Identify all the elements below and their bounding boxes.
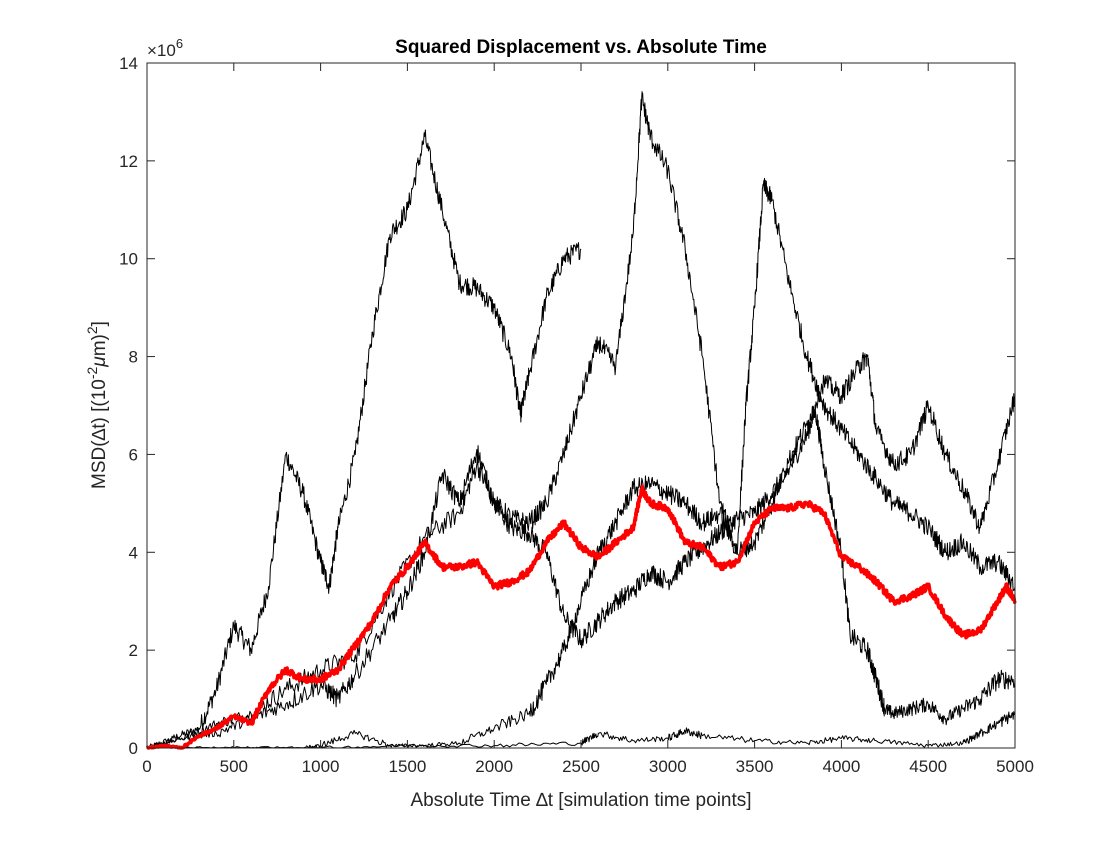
x-tick-label: 2000 — [475, 757, 513, 776]
y-multiplier-base: ×10 — [147, 41, 176, 60]
y-tick-label: 12 — [119, 152, 138, 171]
y-tick-label: 8 — [129, 348, 138, 367]
x-tick-label: 5000 — [996, 757, 1034, 776]
y-multiplier-exponent: 6 — [176, 36, 183, 51]
y-label-sup1: -2 — [84, 366, 100, 379]
y-axis-label: MSD(∆t) [(10-2μm)2] — [84, 321, 110, 489]
x-tick-label: 3000 — [649, 757, 687, 776]
ticks-layer: 0 500 1000 1500 2000 2500 3000 3500 4000 4500 5000… — [119, 54, 1034, 776]
y-tick-label: 10 — [119, 250, 138, 269]
y-tick-label: 0 — [129, 739, 138, 758]
trajectory-series-line-2 — [146, 404, 1016, 749]
y-multiplier: ×106 — [147, 36, 183, 60]
plot-area — [147, 63, 1015, 748]
x-tick-label: 1500 — [388, 757, 426, 776]
x-tick-label: 500 — [220, 757, 248, 776]
x-tick-label: 1000 — [302, 757, 340, 776]
trajectory-series-line-5 — [146, 711, 1016, 749]
y-label-mid: m) — [89, 334, 110, 356]
y-tick-label: 14 — [119, 54, 138, 73]
mean-msd-series-line — [145, 484, 1017, 750]
x-axis-label: Absolute Time ∆t [simulation time points… — [410, 790, 751, 811]
y-tick-label: 6 — [129, 445, 138, 464]
y-tick-label: 4 — [129, 543, 138, 562]
y-label-mu: μ — [89, 356, 110, 368]
x-tick-label: 3500 — [736, 757, 774, 776]
x-tick-label: 4000 — [822, 757, 860, 776]
trajectory-series-line-3 — [146, 91, 1016, 749]
x-tick-label: 2500 — [562, 757, 600, 776]
y-label-suffix: ] — [89, 321, 110, 326]
x-tick-label: 0 — [142, 757, 151, 776]
x-tick-label: 4500 — [909, 757, 947, 776]
series-layer — [145, 91, 1017, 750]
chart-title: Squared Displacement vs. Absolute Time — [395, 37, 767, 58]
y-label-prefix: MSD(∆t) [(10 — [89, 379, 110, 489]
trajectory-series-line-1 — [146, 129, 582, 749]
y-label-sup2: 2 — [84, 326, 100, 334]
y-tick-label: 2 — [129, 641, 138, 660]
